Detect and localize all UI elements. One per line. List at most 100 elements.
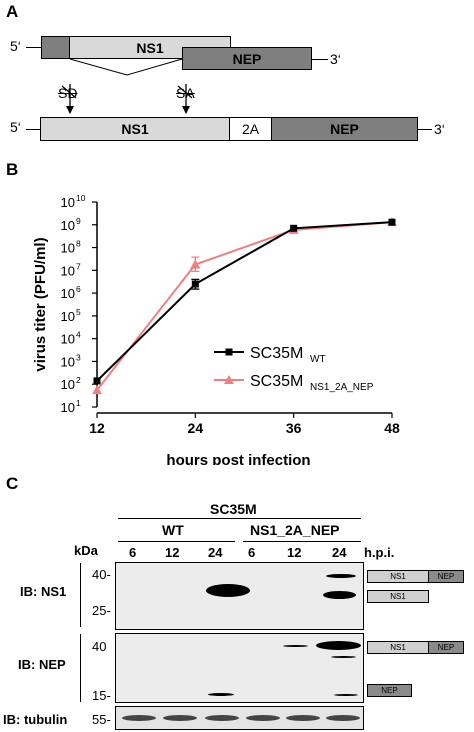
- data-point-wt: [388, 218, 396, 226]
- y-tick-exponent: 10: [76, 193, 86, 203]
- legend-nep-only: NEP: [367, 684, 412, 697]
- mut-bracket: [243, 541, 361, 542]
- lane-label: 24: [332, 545, 347, 560]
- data-point-wt: [93, 377, 101, 385]
- legend-ns1-nep-ns1-part: NS1: [367, 570, 429, 583]
- tubulin-band-3: [205, 715, 239, 721]
- legend-marker: [224, 375, 234, 384]
- y-tick-exponent: 8: [76, 239, 81, 249]
- lane-label: 6: [248, 545, 256, 560]
- ib-ns1-label: IB: NS1: [20, 584, 67, 599]
- x-tick-label: 36: [286, 420, 302, 436]
- wt-bracket: [118, 541, 235, 542]
- ns1-nep-band-mut-24h: [316, 641, 361, 650]
- data-point-wt: [290, 224, 298, 232]
- x-tick-label: 24: [188, 420, 204, 436]
- y-tick-label: 10: [61, 241, 75, 256]
- legend-series-subscript: NS1_2A_NEP: [310, 382, 374, 393]
- tubulin-band-6: [326, 715, 360, 721]
- y-tick-label: 10: [61, 309, 75, 324]
- series-line-ns1-2a-nep: [96, 221, 393, 391]
- mut-5prime-line: [26, 129, 41, 130]
- ib-tubulin-label: IB: tubulin: [3, 712, 68, 727]
- lane-label: 24: [208, 545, 223, 560]
- legend-series-subscript: WT: [310, 354, 326, 365]
- mut-3prime-line: [418, 129, 432, 130]
- y-tick-exponent: 6: [76, 284, 81, 294]
- legend-ns1-only: NS1: [367, 590, 429, 603]
- x-tick-label: 48: [384, 420, 400, 436]
- x-tick-label: 12: [89, 420, 105, 436]
- ib-nep-label: IB: NEP: [18, 657, 66, 672]
- mw-55-tubulin: 55-: [92, 712, 111, 727]
- data-point-ns1-2a-nep: [92, 385, 102, 395]
- strain-bracket: [118, 518, 361, 519]
- panel-c-letter: C: [6, 474, 19, 493]
- nep-box-wt: NEP: [182, 47, 312, 70]
- y-tick-label: 10: [61, 354, 75, 369]
- y-tick-exponent: 2: [76, 375, 81, 385]
- tubulin-band-4: [246, 715, 280, 721]
- ns1-box-mut: NS1: [40, 117, 230, 141]
- group-wt-label: WT: [162, 522, 184, 538]
- legend-ns1-nep-nep-part: NEP: [428, 570, 464, 583]
- legend-series-name: SC35M: [250, 373, 303, 390]
- panel-b-letter: B: [6, 160, 19, 179]
- tubulin-band-2: [163, 715, 197, 721]
- mw-25-ns1: 25-: [92, 603, 111, 618]
- nep-band-mut-12h: [283, 645, 308, 647]
- y-tick-label: 10: [61, 195, 75, 210]
- kda-label: kDa: [74, 543, 98, 558]
- sd-arrow-icon: [61, 84, 77, 114]
- y-tick-exponent: 9: [76, 216, 81, 226]
- minor-band-mut-24h: [331, 656, 356, 658]
- five-prime-label-mut: 5‘: [10, 119, 21, 135]
- nep-blot: [115, 633, 364, 703]
- tubulin-band-5: [286, 715, 320, 721]
- y-tick-exponent: 3: [76, 352, 81, 362]
- tubulin-band-1: [122, 715, 156, 721]
- nep-band-mut-24h: [334, 694, 358, 696]
- y-tick-exponent: 5: [76, 307, 81, 317]
- y-tick-exponent: 4: [76, 330, 81, 340]
- series-line-wt: [96, 221, 393, 382]
- three-prime-label-wt: 3‘: [330, 51, 341, 67]
- lane-label: 6: [129, 545, 137, 560]
- mw-15-nep: 15-: [92, 688, 111, 703]
- 2a-box: 2A: [229, 117, 272, 141]
- nep-box-mut: NEP: [271, 117, 418, 141]
- mw-40-ns1: 40-: [92, 567, 111, 582]
- legend-series-name: SC35M: [250, 345, 303, 362]
- legend-nep-ns1-part: NS1: [367, 641, 429, 654]
- legend-nep-nep-part: NEP: [428, 641, 464, 654]
- y-tick-label: 10: [61, 332, 75, 347]
- ns1-blot: [115, 562, 364, 630]
- wt-3prime-line: [312, 59, 328, 60]
- panel-a-letter: A: [6, 2, 19, 21]
- sd-label: SD: [58, 85, 78, 101]
- y-tick-label: 10: [61, 377, 75, 392]
- nep-band-wt-24h: [208, 693, 234, 696]
- five-prime-label-wt: 5‘: [10, 38, 21, 54]
- tubulin-blot: [115, 706, 364, 730]
- mw-40-nep: 40: [92, 639, 107, 654]
- strain-label: SC35M: [210, 501, 257, 517]
- three-prime-label-mut: 3‘: [434, 121, 445, 137]
- ns1-blot-bracket: [80, 563, 81, 627]
- splice-intron-lines: [69, 58, 183, 76]
- wt-5prime-line: [26, 47, 42, 48]
- lane-label: 12: [165, 545, 180, 560]
- y-tick-label: 10: [61, 263, 75, 278]
- y-axis-title: virus titer (PFU/ml): [32, 237, 49, 371]
- y-tick-label: 10: [61, 218, 75, 233]
- wt-5utr-box: [41, 36, 70, 59]
- nep-blot-bracket: [80, 634, 81, 702]
- lane-label: 12: [287, 545, 302, 560]
- y-tick-label: 10: [61, 400, 75, 415]
- ns1-band-mut-24h: [323, 591, 356, 599]
- y-tick-exponent: 1: [76, 398, 81, 408]
- hpi-label: h.p.i.: [364, 545, 395, 560]
- ns1-band-wt-24h: [206, 584, 250, 597]
